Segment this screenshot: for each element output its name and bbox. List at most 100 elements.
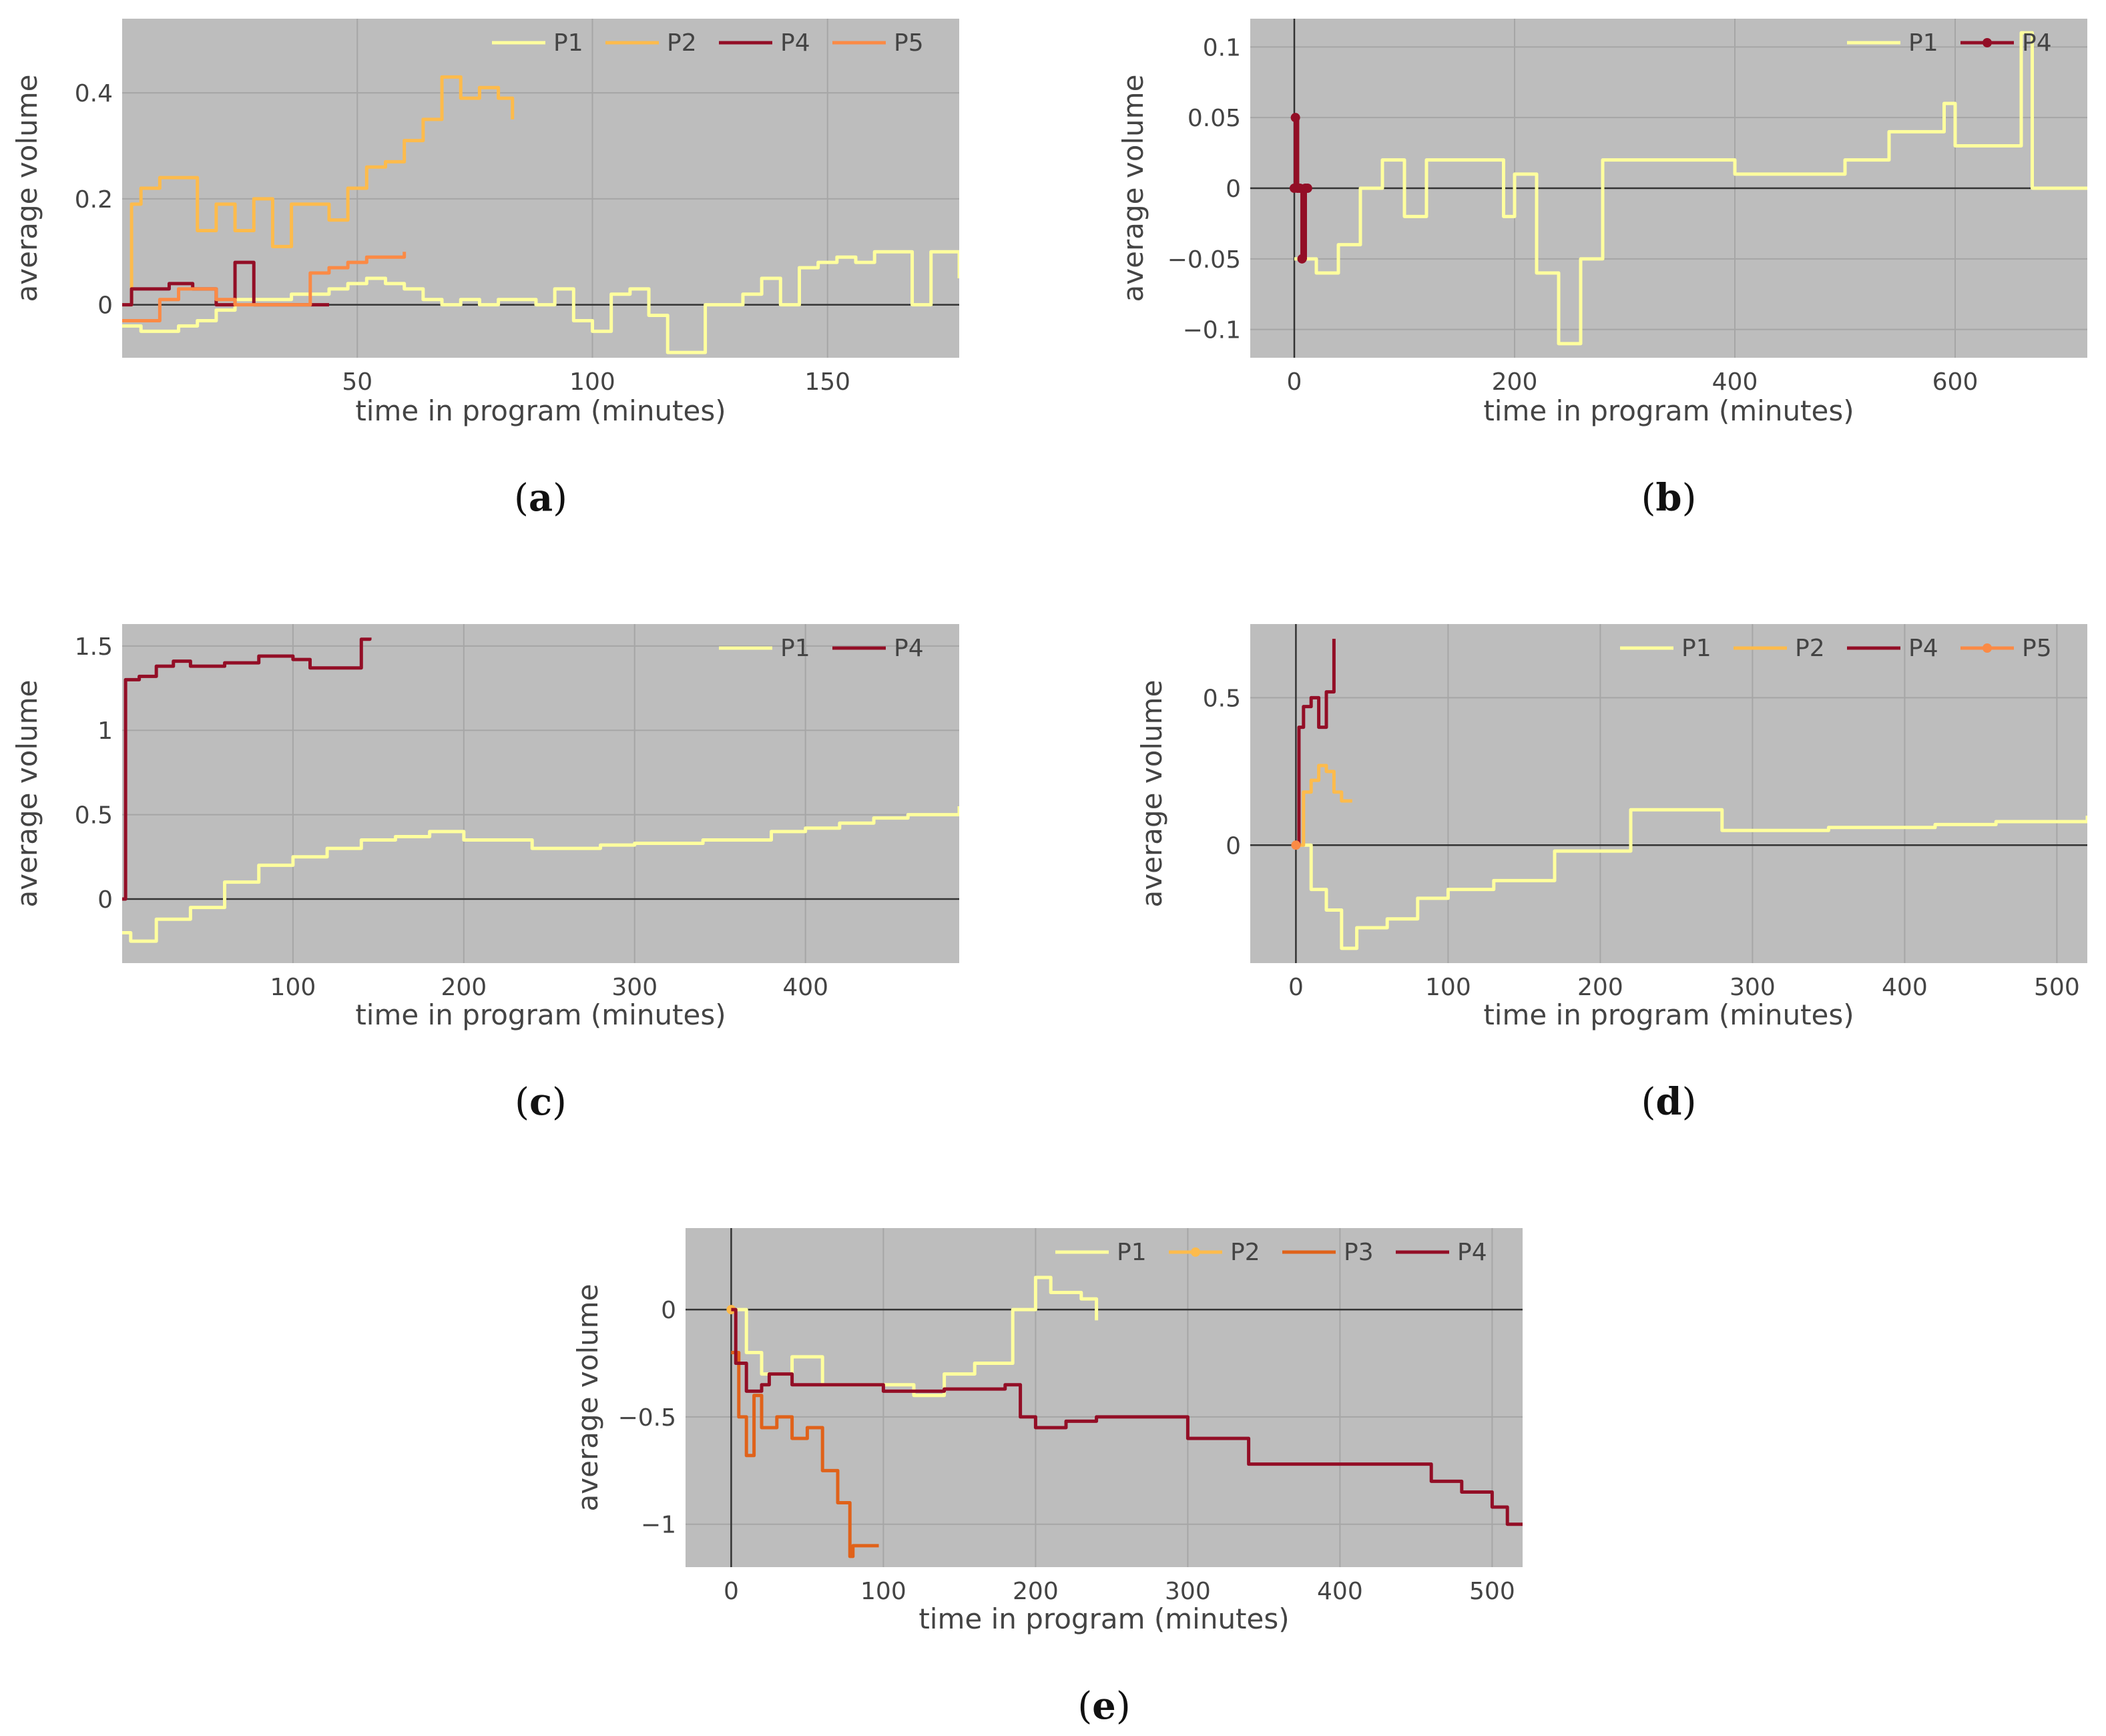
y-tick-label: −0.05 [1167, 246, 1241, 274]
x-axis-title: time in program (minutes) [355, 394, 726, 427]
chart-panel-c: 100 200 300 400 0 0.5 1 1.5 time in program (min… [11, 624, 959, 1124]
panel-caption: (b) [1641, 476, 1697, 520]
y-tick-label: 0.5 [75, 802, 113, 830]
x-axis-title: time in program (minutes) [1483, 998, 1854, 1031]
x-tick-label: 300 [611, 974, 657, 1001]
y-tick-label: −0.5 [618, 1404, 676, 1432]
y-tick-label: 0.05 [1188, 105, 1241, 132]
series-line-P4 [122, 637, 372, 901]
y-axis-title: average volume [1135, 680, 1168, 908]
data-point-P4 [1297, 254, 1307, 264]
y-axis-title: average volume [11, 680, 43, 908]
x-tick-label: 200 [1013, 1578, 1059, 1605]
legend-marker-P2 [1191, 1247, 1200, 1257]
series-line-P3 [731, 1350, 879, 1558]
plot-background [1250, 624, 2087, 963]
x-tick-label: 100 [270, 974, 316, 1001]
legend-label-P4: P4 [894, 635, 924, 662]
chart-panel-a: 50 100 150 0 0.2 0.4 time in program (minutes)… [11, 19, 959, 520]
legend: P1 P2 P4 P5 [492, 29, 924, 57]
y-axis-title: average volume [571, 1284, 604, 1512]
y-axis-title: average volume [11, 75, 43, 302]
data-point-P5 [1291, 840, 1301, 850]
plot-background [122, 19, 959, 358]
y-tick-label: 0.4 [75, 80, 113, 107]
x-tick-label: 150 [804, 368, 850, 396]
series-group [122, 75, 959, 354]
y-tick-label: 0 [661, 1297, 676, 1324]
x-tick-label: 100 [1425, 974, 1471, 1001]
x-tick-label: 0 [724, 1578, 739, 1605]
x-tick-label: 400 [1882, 974, 1928, 1001]
x-tick-label: 50 [342, 368, 372, 396]
chart-panel-b: 0 200 400 600 −0.1 −0.05 0 0.05 0.1 time in progr… [1117, 19, 2087, 520]
legend-label-P2: P2 [1795, 635, 1825, 662]
x-tick-label: 500 [2034, 974, 2080, 1001]
legend-label-P4: P4 [780, 29, 810, 57]
panel-caption: (a) [514, 476, 567, 520]
legend-label-P5: P5 [894, 29, 924, 57]
x-tick-label: 100 [569, 368, 615, 396]
x-tick-label: 500 [1469, 1578, 1515, 1605]
y-tick-label: 1 [97, 717, 113, 745]
x-axis-title: time in program (minutes) [918, 1603, 1289, 1635]
y-tick-label: −0.1 [1183, 317, 1241, 344]
x-tick-label: 400 [1712, 368, 1758, 396]
plot-background [122, 624, 959, 963]
legend-label-P1: P1 [1117, 1239, 1147, 1266]
series-line-P1 [122, 250, 959, 354]
data-point-P4 [1290, 113, 1300, 123]
x-axis-title: time in program (minutes) [355, 998, 726, 1031]
x-tick-label: 0 [1287, 368, 1302, 396]
legend-label-P4: P4 [1457, 1239, 1487, 1266]
x-tick-label: 100 [860, 1578, 906, 1605]
chart-panel-e: 0 100 200 300 400 500 −1 −0.5 0 time in program (… [571, 1228, 1523, 1728]
series-group [1290, 31, 2087, 346]
legend-marker-P4 [1983, 38, 1992, 47]
y-tick-label: 0.1 [1203, 34, 1241, 61]
x-tick-label: 400 [1317, 1578, 1363, 1605]
y-tick-label: 0 [97, 886, 113, 914]
legend: P1 P2 P4 P5 [1620, 635, 2052, 662]
panel-caption: (e) [1077, 1684, 1130, 1728]
y-tick-label: 1.5 [75, 633, 113, 661]
series-line-P2 [122, 75, 515, 307]
y-axis-title: average volume [1117, 75, 1149, 302]
plot-background [686, 1228, 1523, 1567]
x-axis-title: time in program (minutes) [1483, 394, 1854, 427]
legend-marker-P5 [1983, 643, 1992, 653]
legend-label-P1: P1 [1908, 29, 1938, 57]
y-tick-label: 0 [1226, 176, 1241, 203]
series-group [1291, 639, 2087, 950]
legend-label-P4: P4 [1908, 635, 1938, 662]
legend-label-P1: P1 [553, 29, 583, 57]
series-line-P4 [1296, 639, 1336, 847]
data-point-P4 [1302, 184, 1312, 193]
legend: P1 P4 [1847, 29, 2052, 57]
x-tick-label: 200 [1577, 974, 1623, 1001]
series-line-P1 [1294, 31, 2087, 346]
x-tick-label: 0 [1288, 974, 1304, 1001]
series-group [122, 637, 959, 943]
x-tick-label: 200 [441, 974, 487, 1001]
panel-caption: (c) [515, 1080, 567, 1124]
series-line-P5 [122, 252, 407, 322]
legend-label-P2: P2 [1230, 1239, 1260, 1266]
legend-label-P3: P3 [1344, 1239, 1374, 1266]
x-tick-label: 600 [1932, 368, 1979, 396]
legend-label-P5: P5 [2022, 635, 2052, 662]
chart-panel-d: 0 100 200 300 400 500 0 0.5 time in program (min… [1135, 624, 2087, 1124]
legend: P1 P2 P3 P4 [1055, 1239, 1487, 1266]
legend-label-P1: P1 [780, 635, 810, 662]
series-line-P2 [1296, 764, 1352, 847]
legend: P1 P4 [719, 635, 924, 662]
y-tick-label: 0.2 [75, 186, 113, 214]
legend-label-P1: P1 [1681, 635, 1712, 662]
series-line-P4 [731, 1308, 1523, 1526]
legend-label-P2: P2 [667, 29, 697, 57]
x-tick-label: 300 [1165, 1578, 1211, 1605]
x-tick-label: 300 [1730, 974, 1776, 1001]
y-tick-label: −1 [641, 1512, 676, 1539]
legend-label-P4: P4 [2022, 29, 2052, 57]
